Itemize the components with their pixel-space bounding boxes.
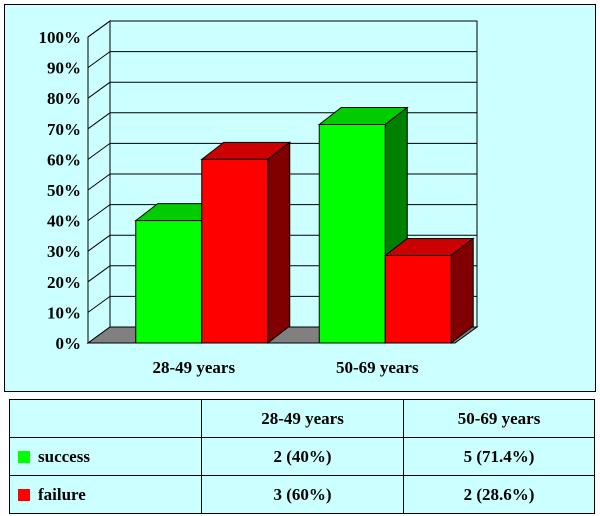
bar-side-failure — [450, 237, 474, 345]
y-tick-label: 70% — [47, 120, 81, 139]
table-header-cell: 28-49 years — [201, 399, 404, 438]
gridline-depth — [87, 142, 111, 160]
data-table: 28-49 years 50-69 years success 2 (40%) … — [9, 399, 595, 514]
x-tick-label: 28-49 years — [152, 358, 235, 377]
table-header-row: 28-49 years 50-69 years — [9, 399, 595, 438]
table-header-cell: 50-69 years — [403, 399, 595, 438]
gridline-depth — [87, 295, 111, 313]
bar-failure — [384, 254, 452, 344]
gridline-depth — [87, 81, 111, 99]
bar-success — [318, 124, 386, 344]
table-cell: 2 (40%) — [201, 437, 404, 476]
y-tick-label: 20% — [47, 273, 81, 292]
gridline-depth — [87, 204, 111, 222]
table-series-cell: failure — [9, 475, 202, 514]
y-tick-label: 10% — [47, 303, 81, 322]
gridline-depth — [87, 51, 111, 69]
chart-panel: 0% 10% 20% 30% 40% 50% 60% 70% 80% 90% 100% 28-49 … — [4, 4, 596, 392]
y-tick-label: 40% — [47, 212, 81, 231]
table-series-cell: success — [9, 437, 202, 476]
y-tick-label: 0% — [56, 334, 82, 353]
bars — [134, 106, 475, 345]
y-tick-label: 90% — [47, 59, 81, 78]
table-row: failure 3 (60%) 2 (28.6%) — [9, 475, 595, 514]
table-series-label: success — [38, 446, 90, 466]
success-swatch — [18, 450, 30, 463]
gridline-depth — [87, 112, 111, 130]
gridline-depth — [87, 265, 111, 283]
table-cell: 3 (60%) — [201, 475, 404, 514]
x-axis-ticks: 28-49 years 50-69 years — [152, 358, 419, 377]
bar-failure — [201, 158, 269, 344]
y-tick-label: 100% — [39, 28, 82, 47]
bar-chart: 0% 10% 20% 30% 40% 50% 60% 70% 80% 90% 100% 28-49 … — [39, 20, 479, 377]
y-tick-label: 80% — [47, 89, 81, 108]
failure-swatch — [18, 488, 30, 501]
y-tick-label: 60% — [47, 150, 81, 169]
table-cell: 2 (28.6%) — [403, 475, 595, 514]
gridline-depth — [87, 173, 111, 191]
y-tick-label: 50% — [47, 181, 81, 200]
gridline-depth — [87, 20, 111, 38]
table-cell: 5 (71.4%) — [403, 437, 595, 476]
gridline-depth — [87, 234, 111, 252]
table-series-label: failure — [38, 484, 86, 504]
table-corner-cell — [9, 399, 202, 438]
bar-success — [135, 220, 203, 344]
bar-side-failure — [267, 141, 291, 345]
table-row: success 2 (40%) 5 (71.4%) — [9, 437, 595, 476]
y-tick-label: 30% — [47, 242, 81, 261]
x-tick-label: 50-69 years — [336, 358, 419, 377]
y-axis-ticks: 0% 10% 20% 30% 40% 50% 60% 70% 80% 90% 100% — [39, 28, 89, 353]
